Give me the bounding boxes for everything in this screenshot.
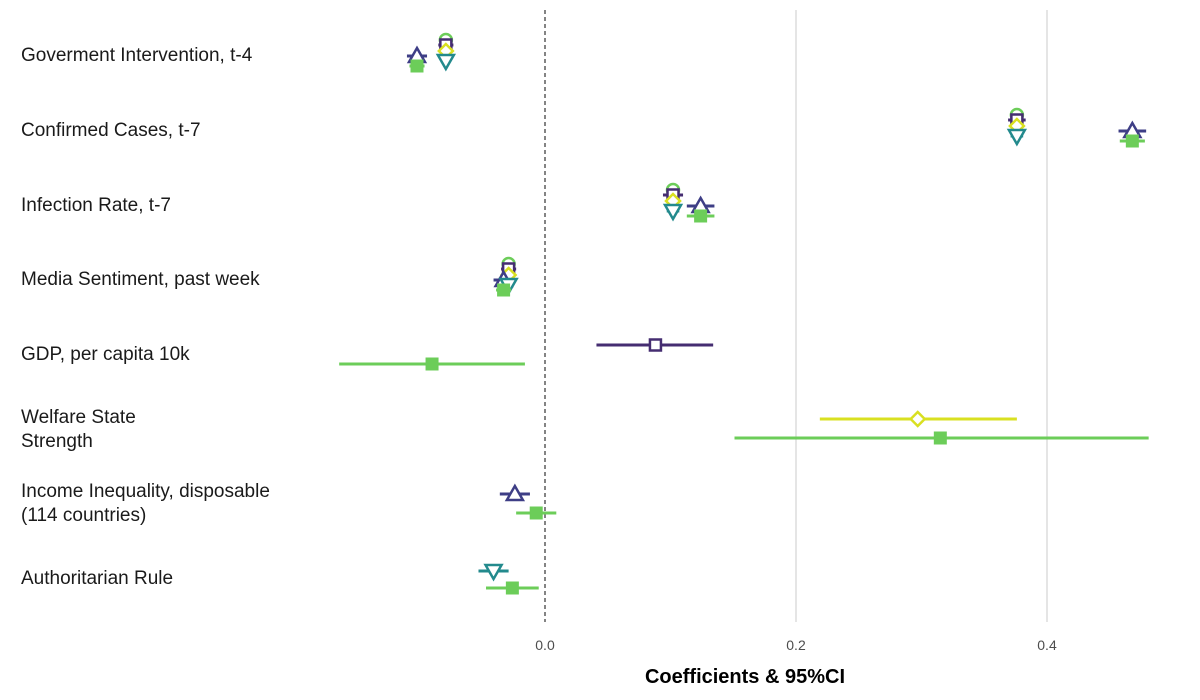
point-marker-s5-p4 [425,357,439,371]
x-tick-0-4: 0.4 [1037,637,1057,653]
point-marker-s5-p7 [505,581,519,595]
y-label-media-sentiment: Media Sentiment, past week [21,269,260,290]
point-marker-s5-p2 [694,209,708,223]
point-marker-s5-p3 [497,283,511,297]
x-tick-0-2: 0.2 [786,637,806,653]
point-marker-s5-p0 [410,59,424,73]
point-marker-s4-p1 [1006,128,1028,147]
point-marker-s4-p0 [435,53,457,72]
y-label-infection-rate: Infection Rate, t-7 [21,195,171,216]
y-label-gdp: GDP, per capita 10k [21,344,190,365]
x-tick-0: 0.0 [535,637,555,653]
point-marker-s5-p6 [529,506,543,520]
point-marker-s5-p1 [1125,134,1139,148]
y-label-welfare-state: Welfare State Strength [21,407,136,452]
y-label-authoritarian-rule: Authoritarian Rule [21,568,174,589]
point-marker-s4-p2 [662,203,684,222]
point-marker-s3-p4 [504,483,526,502]
y-label-income-inequality: Income Inequality, disposable (114 count… [21,481,270,526]
point-marker-s4-p4 [483,563,504,582]
point-marker-s1-p4 [648,338,663,352]
x-axis-title: Coefficients & 95%CI [644,666,846,688]
point-marker-s5-p5 [933,431,947,445]
y-label-confirmed-cases: Confirmed Cases, t-7 [21,120,201,141]
point-marker-s2-p4 [908,410,927,428]
y-label-government-intervention: Goverment Intervention, t-4 [21,45,253,66]
